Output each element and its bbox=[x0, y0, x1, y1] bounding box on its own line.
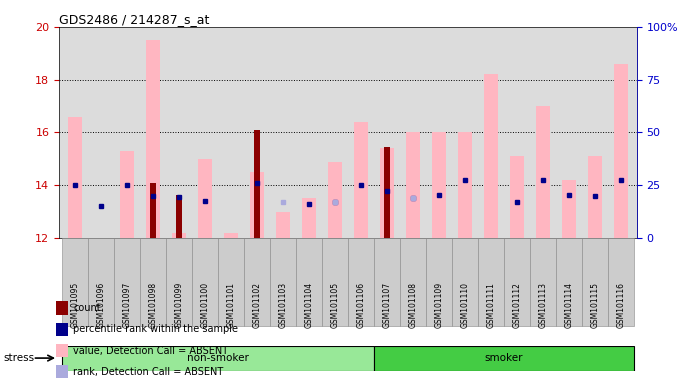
Bar bbox=[614, 64, 628, 238]
Bar bbox=[322, 238, 348, 326]
Text: GSM101106: GSM101106 bbox=[356, 282, 365, 328]
Bar bbox=[68, 117, 82, 238]
Bar bbox=[276, 212, 290, 238]
Text: GSM101111: GSM101111 bbox=[487, 282, 496, 328]
Text: percentile rank within the sample: percentile rank within the sample bbox=[73, 324, 238, 334]
Bar bbox=[348, 238, 374, 326]
Bar bbox=[88, 238, 114, 326]
Bar bbox=[484, 74, 498, 238]
Text: value, Detection Call = ABSENT: value, Detection Call = ABSENT bbox=[73, 346, 228, 356]
Bar bbox=[254, 130, 260, 238]
Bar bbox=[120, 151, 134, 238]
Text: GSM101103: GSM101103 bbox=[278, 282, 287, 328]
Bar bbox=[458, 132, 473, 238]
Text: GSM101110: GSM101110 bbox=[461, 282, 470, 328]
Bar bbox=[582, 238, 608, 326]
Text: GSM101096: GSM101096 bbox=[96, 282, 105, 328]
Text: GSM101112: GSM101112 bbox=[513, 282, 521, 328]
Bar bbox=[588, 156, 602, 238]
Bar bbox=[354, 122, 368, 238]
Text: GSM101114: GSM101114 bbox=[564, 282, 574, 328]
Bar bbox=[198, 159, 212, 238]
Bar bbox=[223, 233, 238, 238]
Bar bbox=[114, 238, 140, 326]
Bar bbox=[328, 162, 342, 238]
Bar bbox=[62, 346, 374, 371]
Bar bbox=[406, 132, 420, 238]
Bar bbox=[175, 195, 182, 238]
Bar bbox=[383, 147, 390, 238]
Text: GSM101113: GSM101113 bbox=[539, 282, 548, 328]
Text: GSM101097: GSM101097 bbox=[122, 282, 132, 328]
Bar bbox=[530, 238, 556, 326]
Bar bbox=[374, 238, 400, 326]
Bar bbox=[296, 238, 322, 326]
Text: GSM101102: GSM101102 bbox=[253, 282, 262, 328]
Text: GSM101109: GSM101109 bbox=[434, 282, 443, 328]
Bar bbox=[218, 238, 244, 326]
Bar bbox=[270, 238, 296, 326]
Bar bbox=[432, 132, 446, 238]
Bar bbox=[192, 238, 218, 326]
Bar bbox=[374, 346, 634, 371]
Bar bbox=[452, 238, 478, 326]
Text: non-smoker: non-smoker bbox=[187, 353, 249, 363]
Bar bbox=[608, 238, 634, 326]
Text: GSM101099: GSM101099 bbox=[175, 282, 183, 328]
Text: GSM101100: GSM101100 bbox=[200, 282, 209, 328]
Text: rank, Detection Call = ABSENT: rank, Detection Call = ABSENT bbox=[73, 367, 223, 377]
Bar bbox=[478, 238, 504, 326]
Text: GSM101108: GSM101108 bbox=[409, 282, 418, 328]
Text: GSM101098: GSM101098 bbox=[148, 282, 157, 328]
Bar bbox=[150, 183, 156, 238]
Bar bbox=[62, 238, 88, 326]
Text: GSM101116: GSM101116 bbox=[617, 282, 626, 328]
Text: stress: stress bbox=[3, 353, 35, 363]
Bar bbox=[380, 148, 394, 238]
Text: GSM101105: GSM101105 bbox=[331, 282, 340, 328]
Bar bbox=[172, 233, 186, 238]
Bar bbox=[302, 199, 316, 238]
Bar bbox=[562, 180, 576, 238]
Bar bbox=[250, 172, 264, 238]
Bar bbox=[504, 238, 530, 326]
Text: GSM101107: GSM101107 bbox=[383, 282, 392, 328]
Bar bbox=[145, 40, 160, 238]
Text: GSM101101: GSM101101 bbox=[226, 282, 235, 328]
Bar bbox=[536, 106, 551, 238]
Bar bbox=[244, 238, 270, 326]
Text: count: count bbox=[73, 303, 101, 313]
Text: GDS2486 / 214287_s_at: GDS2486 / 214287_s_at bbox=[59, 13, 209, 26]
Text: smoker: smoker bbox=[485, 353, 523, 363]
Bar bbox=[400, 238, 426, 326]
Text: GSM101115: GSM101115 bbox=[591, 282, 600, 328]
Bar bbox=[166, 238, 192, 326]
Bar bbox=[140, 238, 166, 326]
Bar bbox=[556, 238, 582, 326]
Bar bbox=[510, 156, 524, 238]
Text: GSM101095: GSM101095 bbox=[70, 282, 79, 328]
Bar bbox=[426, 238, 452, 326]
Text: GSM101104: GSM101104 bbox=[304, 282, 313, 328]
